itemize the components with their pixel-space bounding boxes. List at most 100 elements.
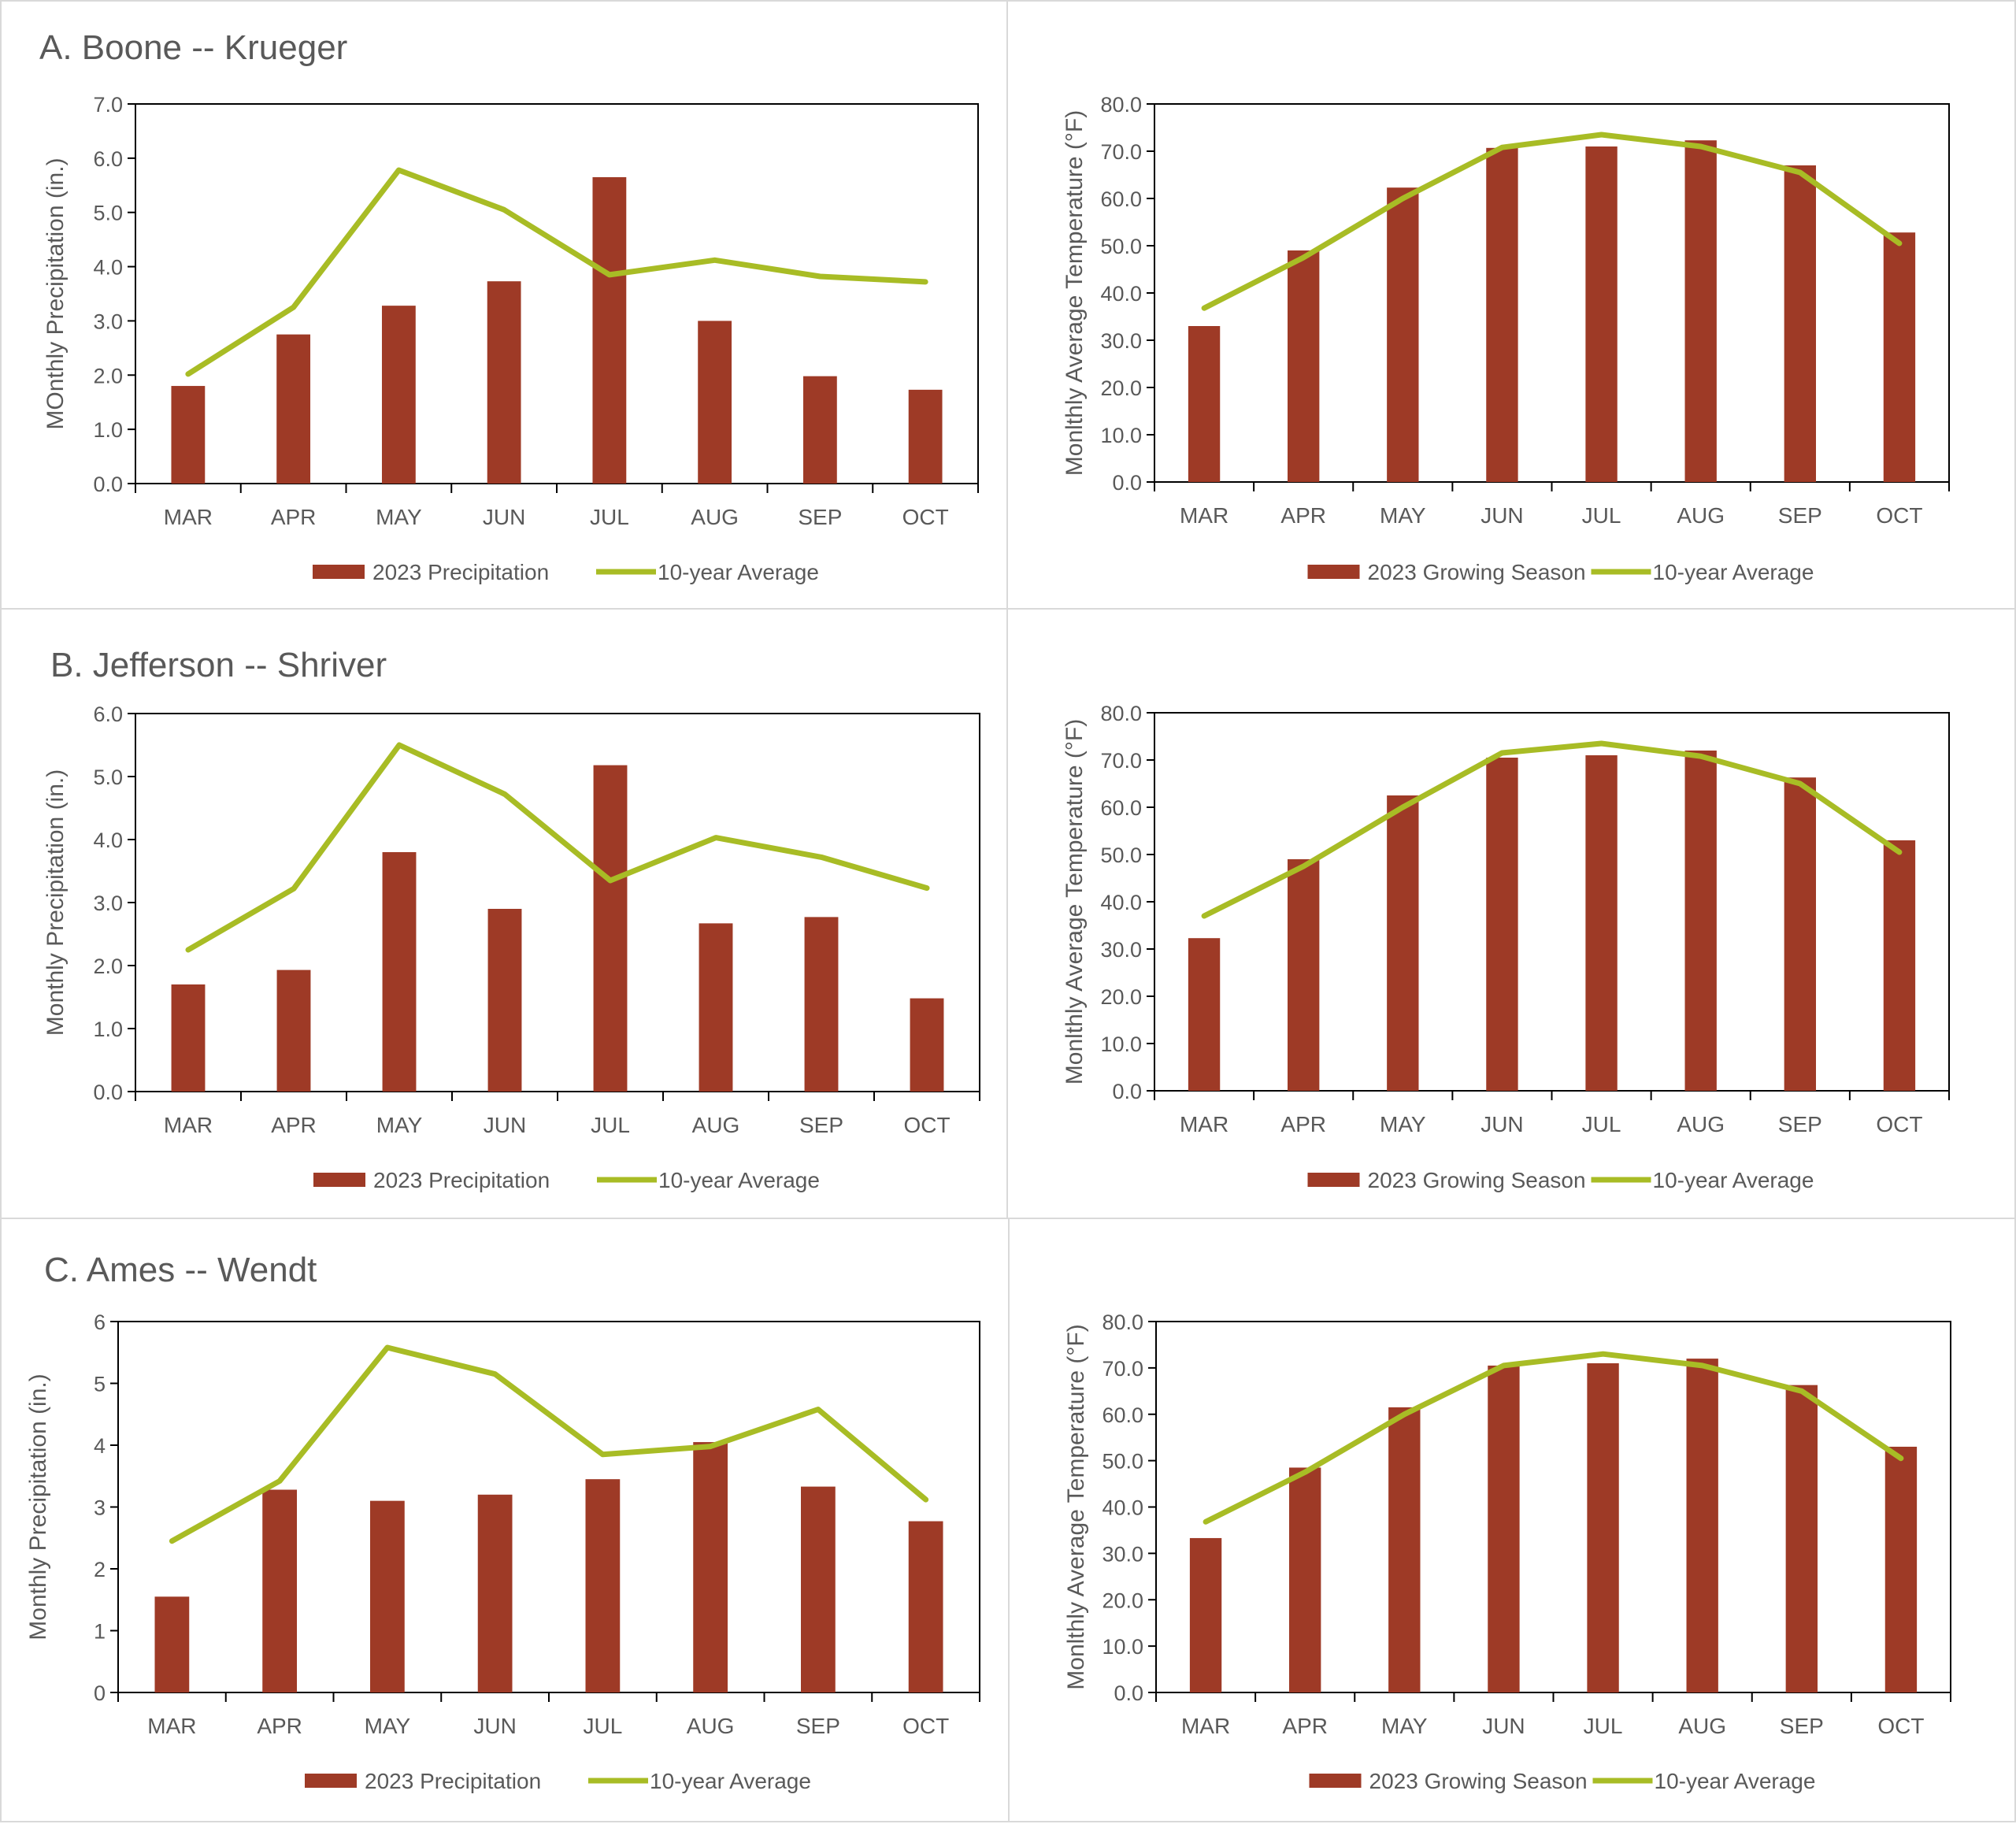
y-tick-label: 0: [94, 1681, 106, 1705]
bar-jun: [1488, 1365, 1520, 1692]
legend-swatch-bar: [1309, 1774, 1362, 1788]
y-tick-label: 0.0: [1114, 1681, 1143, 1705]
bar-aug: [1684, 140, 1717, 482]
x-tick-label: APR: [271, 1113, 317, 1137]
legend-label-bar: 2023 Precipitation: [373, 1168, 550, 1192]
y-tick-label: 20.0: [1100, 985, 1142, 1009]
legend-label-line: 10-year Average: [1653, 560, 1814, 584]
y-tick-label: 80.0: [1100, 702, 1142, 725]
bar-sep: [1785, 1385, 1818, 1692]
bar-mar: [1188, 326, 1221, 482]
y-tick-label: 4: [94, 1434, 106, 1458]
y-axis-title: MOnthly Precipitation (in.): [43, 158, 69, 429]
panel-jefferson-precip: B. Jefferson -- Shriver 0.0 1.0 2.0 3.0 4.0 5…: [0, 608, 1008, 1219]
x-tick-label: MAY: [376, 1113, 423, 1137]
legend-swatch-bar: [1307, 1173, 1360, 1187]
bar-mar: [171, 984, 206, 1092]
y-tick-label: 30.0: [1100, 938, 1142, 962]
y-axis-title: Monthly Precipitation (in.): [43, 769, 69, 1036]
bar-sep: [802, 376, 837, 484]
bar-jul: [1587, 1362, 1619, 1692]
bar-oct: [908, 1521, 943, 1692]
panel-ames-precip: C. Ames -- Wendt 0 1 2 3 4 5 6 MAR APR MAY JUN JUL A…: [0, 1218, 1010, 1822]
y-tick-label: 80.0: [1100, 93, 1142, 117]
y-tick-label: 0.0: [1112, 471, 1142, 495]
x-tick-label: OCT: [903, 1113, 950, 1137]
x-tick-label: MAR: [164, 505, 213, 529]
panel-boone-precip: A. Boone -- Krueger 0.0 1.0 2.0 3.0 4.0 5.0 6.…: [0, 0, 1008, 610]
x-tick-label: SEP: [799, 1113, 843, 1137]
bar-sep: [804, 917, 839, 1092]
plot-area: [1154, 103, 1950, 483]
chart-title: B. Jefferson -- Shriver: [50, 646, 387, 684]
x-tick-label: APR: [1280, 1112, 1326, 1136]
chart-title: A. Boone -- Krueger: [39, 28, 348, 67]
x-tick-label: AUG: [687, 1714, 735, 1738]
legend-swatch-bar: [313, 1173, 365, 1187]
bar-mar: [171, 386, 206, 484]
bar-jun: [1486, 147, 1518, 483]
bar-aug: [1684, 751, 1717, 1091]
chart-jefferson-precip: 0.0 1.0 2.0 3.0 4.0 5.0 6.0 MAR APR MAY JUN JUL AUG S…: [43, 703, 980, 1192]
y-tick-label: 50.0: [1100, 235, 1142, 258]
y-tick-label: 5: [94, 1373, 106, 1396]
legend-label-bar: 2023 Precipitation: [372, 560, 549, 584]
x-tick-label: OCT: [1877, 1714, 1924, 1738]
bar-oct: [910, 998, 944, 1092]
y-tick-label: 6.0: [93, 147, 123, 171]
bar-may: [382, 852, 417, 1092]
plot-area: [1155, 1321, 1951, 1693]
y-tick-label: 6: [94, 1311, 106, 1334]
plot-area: [135, 713, 980, 1092]
y-tick-label: 4.0: [93, 829, 123, 852]
x-tick-label: SEP: [798, 505, 842, 529]
bar-aug: [693, 1442, 728, 1692]
y-axis-title: Monlthly Average Temperature (°F): [1062, 719, 1088, 1084]
y-tick-label: 2.0: [93, 955, 123, 978]
x-tick-label: MAY: [1380, 1112, 1426, 1136]
x-tick-label: MAR: [147, 1714, 196, 1738]
y-tick-label: 30.0: [1100, 329, 1142, 353]
x-tick-label: APR: [271, 505, 317, 529]
bar-aug: [1686, 1359, 1718, 1692]
plot-area: [135, 103, 979, 484]
x-tick-label: JUL: [1584, 1714, 1623, 1738]
x-tick-label: JUN: [1482, 1714, 1525, 1738]
y-tick-label: 20.0: [1100, 376, 1142, 400]
bar-oct: [1883, 840, 1916, 1091]
bar-mar: [1188, 938, 1221, 1091]
chart-ames-temp: 0.0 10.0 20.0 30.0 40.0 50.0 60.0 70.0 80.0 MAR AP…: [1063, 1311, 1951, 1793]
x-tick-label: SEP: [1780, 1714, 1824, 1738]
bar-may: [381, 306, 416, 484]
legend-swatch-bar: [313, 565, 365, 579]
panel-ames-temp: 0.0 10.0 20.0 30.0 40.0 50.0 60.0 70.0 80.0 MAR AP…: [1008, 1218, 2016, 1822]
legend-swatch-bar: [1307, 565, 1360, 579]
bar-may: [1387, 795, 1419, 1091]
bar-aug: [699, 923, 733, 1092]
x-tick-label: MAR: [1180, 503, 1228, 528]
bar-jul: [1585, 755, 1618, 1091]
x-tick-label: OCT: [902, 1714, 949, 1738]
bar-sep: [1784, 165, 1816, 482]
x-tick-label: SEP: [796, 1714, 840, 1738]
y-tick-label: 1.0: [93, 418, 123, 442]
series-line-10-year-average: [185, 167, 928, 377]
series-line-10-year-average: [169, 1344, 929, 1544]
x-tick-label: MAR: [164, 1113, 213, 1137]
y-tick-label: 10.0: [1102, 1635, 1143, 1659]
y-tick-label: 30.0: [1102, 1542, 1143, 1566]
bar-jun: [1486, 758, 1518, 1091]
x-tick-label: AUG: [1678, 1714, 1726, 1738]
y-axis-title: Monlthly Average Temperature (°F): [1063, 1324, 1089, 1689]
y-tick-label: 5.0: [93, 202, 123, 225]
legend-label-line: 10-year Average: [658, 1168, 820, 1192]
series-line-10-year-average: [1201, 740, 1903, 919]
y-tick-label: 0.0: [1112, 1080, 1142, 1103]
plot-area: [1154, 712, 1950, 1092]
x-tick-label: JUL: [1582, 503, 1621, 528]
legend-label-line: 10-year Average: [658, 560, 819, 584]
x-tick-label: JUN: [484, 1113, 526, 1137]
plot-area: [117, 1321, 980, 1693]
x-tick-label: JUL: [591, 1113, 630, 1137]
bar-apr: [1288, 250, 1320, 482]
